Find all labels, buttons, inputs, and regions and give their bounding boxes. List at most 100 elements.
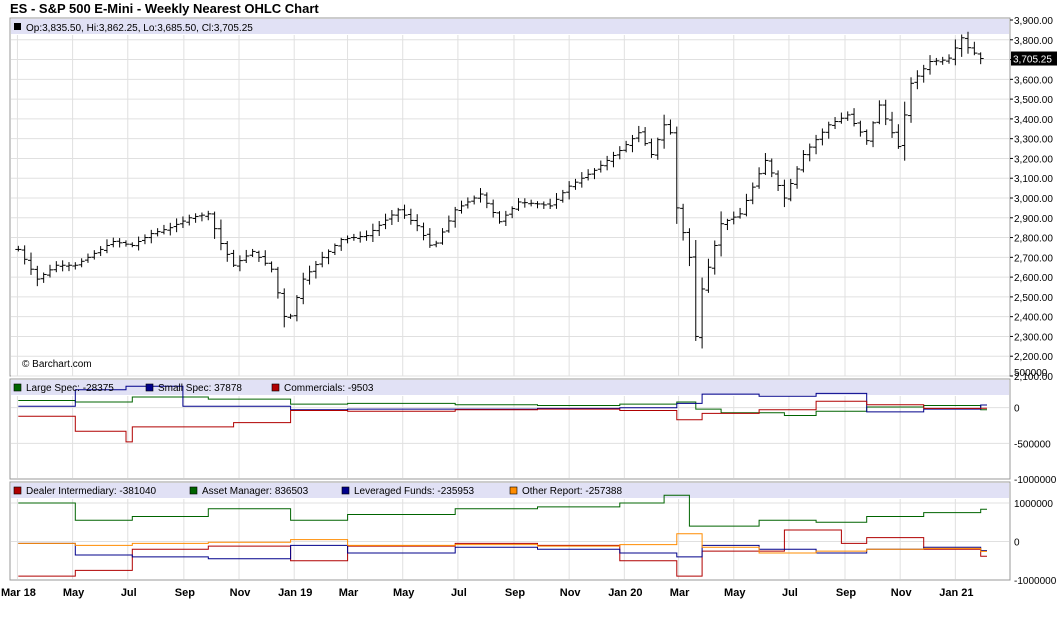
ohlc-bar <box>312 260 319 279</box>
ohlc-bar <box>224 241 231 262</box>
ohlc-bar <box>509 206 516 219</box>
ohlc-bar <box>870 121 877 148</box>
ohlc-bar <box>547 198 554 209</box>
ohlc-bar <box>914 70 921 90</box>
ohlc-bar <box>369 223 376 243</box>
x-tick-label: Mar <box>670 587 690 599</box>
series-other-report <box>18 533 987 554</box>
ohlc-bar <box>876 100 883 125</box>
ohlc-bar <box>439 228 446 245</box>
ohlc-bar <box>445 215 452 233</box>
ohlc-bar <box>388 210 395 226</box>
price-y-tick-label: 3,200.00 <box>1014 154 1053 165</box>
legend-entry: Asset Manager: 836503 <box>202 486 309 497</box>
ohlc-bar <box>344 235 351 244</box>
chart-title: ES - S&P 500 E-Mini - Weekly Nearest OHL… <box>10 1 319 16</box>
ohlc-bar <box>540 201 547 209</box>
ohlc-legend: Op:3,835.50, Hi:3,862.25, Lo:3,685.50, C… <box>26 23 253 34</box>
ohlc-bar <box>255 250 262 262</box>
ohlc-bar <box>832 117 839 130</box>
ohlc-bar <box>711 240 718 275</box>
x-tick-label: Jul <box>121 587 137 599</box>
financial-y-tick-label: 0 <box>1014 538 1020 549</box>
ohlc-bar <box>192 213 199 223</box>
ohlc-bar <box>72 262 79 270</box>
ohlc-bar <box>395 207 402 222</box>
ohlc-bar <box>148 229 155 244</box>
series-asset-manager <box>18 494 987 527</box>
ohlc-bar <box>350 233 357 241</box>
ohlc-bar <box>414 214 421 232</box>
price-y-tick-label: 3,100.00 <box>1014 174 1053 185</box>
ohlc-bar <box>806 143 813 162</box>
ohlc-bar <box>452 206 459 228</box>
ohlc-bar <box>819 128 826 146</box>
x-tick-label: Sep <box>505 587 525 599</box>
ohlc-bar <box>692 240 699 341</box>
ohlc-bar <box>243 249 250 264</box>
ohlc-bar <box>141 234 148 245</box>
ohlc-bar <box>762 153 769 176</box>
ohlc-bar <box>787 178 794 202</box>
price-y-tick-label: 3,600.00 <box>1014 75 1053 86</box>
legend-entry: Small Spec: 37878 <box>158 383 242 394</box>
x-tick-label: Mar <box>339 587 359 599</box>
ohlc-bar <box>53 261 60 273</box>
ohlc-bar <box>502 210 509 226</box>
ohlc-bar <box>426 228 433 248</box>
last-price-label: 3,705.25 <box>1013 55 1052 66</box>
ohlc-bar <box>794 166 801 189</box>
legend-entry: Dealer Intermediary: -381040 <box>26 486 157 497</box>
ohlc-bar <box>357 231 364 243</box>
ohlc-bar <box>205 210 212 221</box>
ohlc-bar <box>21 245 28 265</box>
ohlc-bar <box>325 249 332 265</box>
ohlc-bar <box>236 255 243 272</box>
ohlc-bar <box>857 120 864 137</box>
legacy-y-tick-label: -1000000 <box>1014 475 1057 486</box>
ohlc-bar <box>680 203 687 241</box>
x-tick-label: Nov <box>891 587 913 599</box>
price-y-tick-label: 2,600.00 <box>1014 273 1053 284</box>
ohlc-bar <box>78 258 85 268</box>
price-y-tick-label: 2,500.00 <box>1014 293 1053 304</box>
ohlc-bar <box>110 237 117 248</box>
ohlc-bar <box>268 261 275 273</box>
x-tick-label: Nov <box>560 587 582 599</box>
ohlc-bar <box>319 251 326 268</box>
ohlc-bar <box>477 188 484 203</box>
ohlc-bar <box>528 199 535 207</box>
ohlc-bar <box>977 52 984 65</box>
price-panel: Op:3,835.50, Hi:3,862.25, Lo:3,685.50, C… <box>9 17 1011 377</box>
ohlc-bar <box>882 99 889 126</box>
ohlc-bar <box>154 228 161 237</box>
ohlc-bar <box>559 189 566 203</box>
ohlc-bar <box>15 245 22 252</box>
ohlc-bar <box>211 211 218 239</box>
financial-y-tick-label: 1000000 <box>1014 499 1053 510</box>
ohlc-bar <box>585 169 592 181</box>
ohlc-bar <box>946 54 953 64</box>
legend-entry: Leveraged Funds: -235953 <box>354 486 475 497</box>
ohlc-bar <box>515 198 522 211</box>
ohlc-bar <box>122 240 129 247</box>
x-tick-label: May <box>724 587 746 599</box>
ohlc-bar <box>572 178 579 190</box>
ohlc-bar <box>553 193 560 209</box>
ohlc-bar <box>629 134 636 153</box>
ohlc-bar <box>103 239 110 254</box>
cot-financial-panel: Dealer Intermediary: -381040 Asset Manage… <box>9 481 1011 581</box>
ohlc-bar <box>521 198 528 208</box>
ohlc-bar <box>116 238 123 248</box>
ohlc-bar <box>167 222 174 236</box>
series-small-spec <box>18 385 987 413</box>
last-price-marker: 3,705.25 <box>1011 51 1057 66</box>
ohlc-bar <box>705 258 712 293</box>
ohlc-bar <box>813 134 820 155</box>
legacy-y-tick-label: 0 <box>1014 404 1020 415</box>
ohlc-bar <box>97 246 104 257</box>
price-y-tick-label: 2,100.00 <box>1014 372 1053 383</box>
legend-swatch <box>271 383 280 392</box>
ohlc-bar <box>597 160 604 173</box>
ohlc-bar <box>40 272 47 283</box>
